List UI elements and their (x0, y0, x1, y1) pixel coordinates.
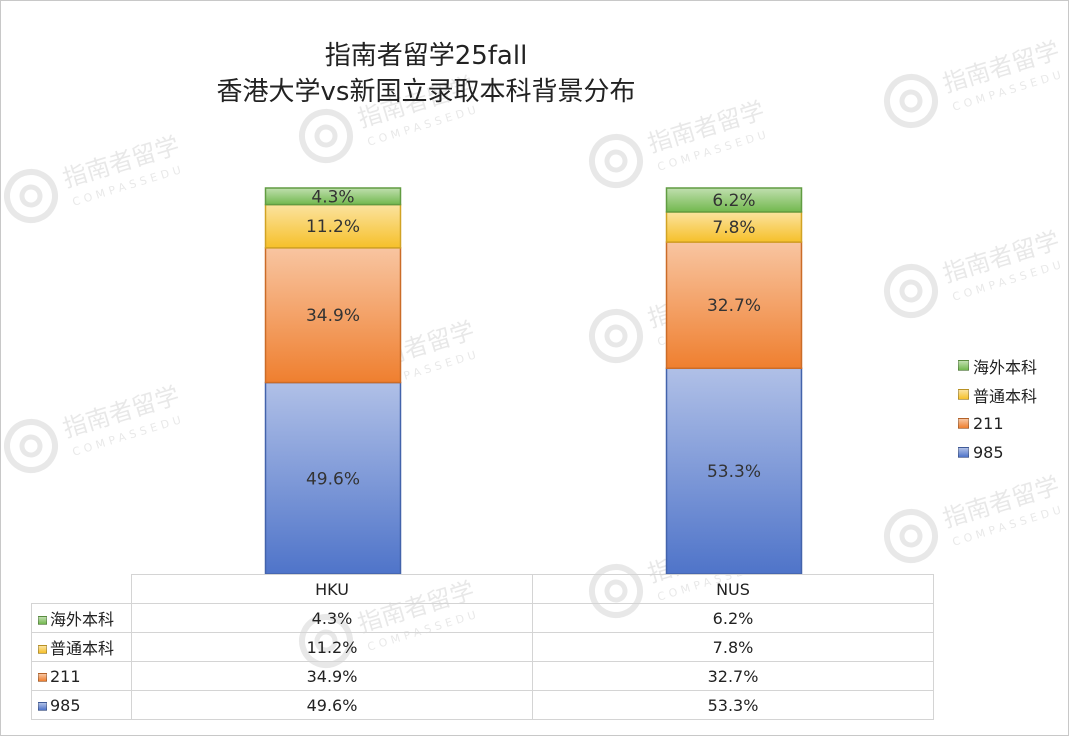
data-label: 6.2% (712, 191, 755, 211)
data-label: 32.7% (707, 296, 761, 316)
table-series-name: 985 (50, 695, 81, 715)
legend-swatch (958, 418, 969, 429)
data-label: 49.6% (306, 469, 360, 489)
compass-logo-icon (884, 74, 938, 128)
data-table: HKU NUS 海外本科 4.3% 6.2% 普通本科 11.2% 7.8% 211 34.9% 3… (31, 574, 934, 720)
table-series-name: 海外本科 (50, 610, 115, 629)
legend-item: 普通本科 (958, 380, 1037, 409)
table-cell: 7.8% (532, 632, 934, 662)
table-column-header: NUS (532, 574, 934, 604)
table-cell: 11.2% (131, 632, 533, 662)
data-label: 11.2% (306, 217, 360, 237)
bar-nus-series-3 (665, 187, 803, 213)
bar-nus-series-2 (665, 211, 803, 243)
compass-logo-icon (4, 169, 58, 223)
data-label: 53.3% (707, 462, 761, 482)
compass-logo-icon (589, 134, 643, 188)
table-corner (31, 574, 132, 604)
table-row-header: 海外本科 (31, 603, 132, 633)
table-cell: 53.3% (532, 690, 934, 720)
bar-hku-series-2 (264, 203, 402, 249)
legend-label: 211 (973, 414, 1004, 433)
bar-hku-series-0 (264, 381, 402, 575)
table-cell: 49.6% (131, 690, 533, 720)
legend-item: 211 (958, 409, 1037, 438)
table-cell: 4.3% (131, 603, 533, 633)
legend-item: 985 (958, 438, 1037, 467)
compass-logo-icon (299, 109, 353, 163)
legend-swatch (958, 360, 969, 371)
chart-subtitle: 香港大学vs新国立录取本科背景分布 (216, 77, 636, 107)
compass-logo-icon (589, 309, 643, 363)
data-label: 34.9% (306, 306, 360, 326)
table-row: 985 49.6% 53.3% (31, 690, 934, 720)
bar-hku-series-1 (264, 247, 402, 384)
data-label: 7.8% (712, 218, 755, 238)
legend-label: 普通本科 (973, 386, 1038, 406)
chart-title: 指南者留学25fall (324, 41, 528, 71)
table-swatch (38, 645, 47, 654)
legend-label: 985 (973, 443, 1004, 462)
table-row-header: 211 (31, 661, 132, 691)
table-row-header: 普通本科 (31, 632, 132, 662)
compass-logo-icon (884, 264, 938, 318)
legend-label: 海外本科 (973, 357, 1038, 377)
compass-logo-icon (4, 419, 58, 473)
table-swatch (38, 701, 47, 711)
table-row: 普通本科 11.2% 7.8% (31, 632, 934, 662)
compass-logo-icon (884, 509, 938, 563)
legend-swatch (958, 447, 969, 458)
legend: 海外本科普通本科 211 985 (958, 351, 1037, 467)
table-row: 211 34.9% 32.7% (31, 661, 934, 691)
table-swatch (38, 616, 47, 625)
table-cell: 6.2% (532, 603, 934, 633)
legend-item: 海外本科 (958, 351, 1037, 380)
table-header-row: HKU NUS (31, 574, 934, 604)
table-column-header: HKU (131, 574, 533, 604)
table-cell: 34.9% (131, 661, 533, 691)
data-label: 4.3% (311, 187, 354, 207)
table-swatch (38, 672, 47, 682)
table-series-name: 211 (50, 666, 81, 686)
table-series-name: 普通本科 (50, 639, 115, 658)
table-row: 海外本科 4.3% 6.2% (31, 603, 934, 633)
table-cell: 32.7% (532, 661, 934, 691)
legend-swatch (958, 389, 969, 400)
bar-nus-series-0 (665, 367, 803, 575)
bar-hku-series-3 (264, 187, 402, 206)
table-row-header: 985 (31, 690, 132, 720)
